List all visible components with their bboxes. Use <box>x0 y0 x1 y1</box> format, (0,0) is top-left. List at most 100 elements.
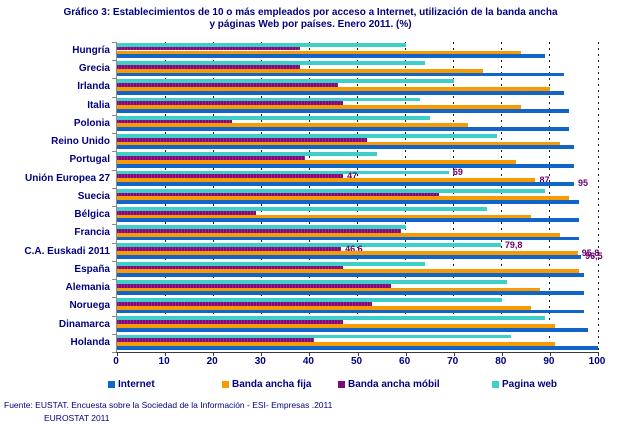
x-axis-tick <box>213 352 215 356</box>
bar-banda-ancha-m-bil <box>117 320 344 325</box>
y-axis-tick <box>112 297 116 299</box>
bar-banda-ancha-fija <box>117 159 517 164</box>
category-label: Noruega <box>69 300 110 312</box>
category-axis: Hungría Grecia Irlanda Italia Polonia Reino U… <box>0 42 110 352</box>
x-tick-label: 20 <box>206 356 218 367</box>
y-axis-tick <box>112 242 116 244</box>
bar-banda-ancha-fija <box>117 141 560 146</box>
bar-banda-ancha-m-bil <box>117 265 344 270</box>
gridline <box>597 42 599 352</box>
bar-banda-ancha-fija <box>117 251 578 255</box>
y-axis-tick <box>112 60 116 62</box>
legend-swatch-pagina-web <box>492 380 499 388</box>
bar-pagina-web <box>117 79 454 84</box>
x-tick-label: 70 <box>447 356 459 367</box>
data-label: 95 <box>577 178 588 189</box>
y-axis-tick <box>112 78 116 80</box>
category-label: Francia <box>74 227 110 239</box>
x-axis-tick <box>165 352 167 356</box>
x-axis-tick <box>117 352 118 356</box>
chart-title: Gráfico 3: Establecimientos de 10 o más … <box>0 7 621 31</box>
bar-pagina-web <box>117 225 406 230</box>
x-axis-tick <box>261 352 263 356</box>
category-label: Unión Europea 27 <box>24 172 110 184</box>
category-label: C.A. Euskadi 2011 <box>24 245 110 257</box>
data-label: 87 <box>539 174 550 185</box>
bar-internet <box>117 254 582 259</box>
bar-banda-ancha-m-bil <box>117 247 342 252</box>
bar-banda-ancha-fija <box>117 305 531 310</box>
category-label: España <box>74 263 110 275</box>
x-tick-label: 90 <box>543 356 555 367</box>
bar-banda-ancha-fija <box>117 196 570 201</box>
chart-title-line2: y páginas Web por países. Enero 2011. (%… <box>209 19 412 30</box>
bar-internet <box>117 163 574 168</box>
data-label: 69 <box>452 167 463 178</box>
bar-banda-ancha-m-bil <box>117 283 392 288</box>
bar-internet <box>117 127 570 132</box>
category-label: Alemania <box>65 282 110 294</box>
bar-internet <box>117 291 584 296</box>
source-line2: EUROSTAT 2011 <box>44 413 110 423</box>
bar-banda-ancha-m-bil <box>117 83 339 87</box>
bar-pagina-web <box>117 298 502 302</box>
bar-banda-ancha-m-bil <box>117 119 233 124</box>
bar-banda-ancha-m-bil <box>117 137 368 142</box>
data-label: 95,8 <box>581 247 600 258</box>
bar-internet <box>117 72 565 77</box>
legend-label: Pagina web <box>502 378 558 390</box>
legend-item-internet: Internet <box>108 378 155 390</box>
category-label: Grecia <box>78 63 110 75</box>
bar-pagina-web <box>117 97 421 102</box>
category-label: Polonia <box>73 117 110 129</box>
bar-pagina-web <box>117 243 501 248</box>
legend-label: Internet <box>118 378 155 390</box>
x-tick-label: 80 <box>495 356 507 367</box>
x-axis: 0 10 20 30 40 50 60 70 80 90 100 <box>0 356 621 368</box>
category-label: Irlanda <box>77 81 110 93</box>
category-label: Bélgica <box>74 209 110 221</box>
bar-banda-ancha-fija <box>117 232 560 237</box>
legend-item-banda-ancha-m-bil: Banda ancha móbil <box>338 378 440 390</box>
y-axis-tick <box>112 96 116 98</box>
bar-banda-ancha-m-bil <box>117 46 300 51</box>
y-axis-tick <box>112 187 116 189</box>
legend-item-pagina-web: Pagina web <box>492 378 557 390</box>
bar-pagina-web <box>117 207 488 211</box>
x-tick-label: 0 <box>113 356 119 367</box>
legend-label: Banda ancha móbil <box>348 378 440 390</box>
category-label: Hungría <box>72 45 110 56</box>
bar-banda-ancha-m-bil <box>117 301 372 306</box>
legend-swatch-internet <box>108 380 115 388</box>
bar-banda-ancha-fija <box>117 214 531 219</box>
bar-internet <box>117 346 598 350</box>
data-label: 96,5 <box>585 251 603 262</box>
plot-area: 69 47 87 95 79,8 46,6 95,8 96,5 <box>112 42 603 356</box>
legend-label: Banda ancha fija <box>232 378 312 390</box>
bar-internet <box>117 109 570 113</box>
bar-internet <box>117 181 574 186</box>
bar-pagina-web <box>117 316 546 321</box>
bar-pagina-web <box>117 61 425 65</box>
category-label: Reino Unido <box>51 136 110 148</box>
y-axis-tick <box>112 151 116 153</box>
legend-item-banda-ancha-fija: Banda ancha fija <box>222 378 311 390</box>
bar-banda-ancha-fija <box>117 105 522 109</box>
bar-internet <box>117 218 579 223</box>
bar-banda-ancha-fija <box>117 178 536 182</box>
category-label: Italia <box>87 99 110 111</box>
x-tick-label: 10 <box>158 356 170 367</box>
category-label: Dinamarca <box>58 318 110 330</box>
data-label: 46,6 <box>345 243 363 254</box>
bar-banda-ancha-m-bil <box>117 192 440 197</box>
bar-internet <box>117 309 584 314</box>
x-tick-label: 100 <box>588 356 606 367</box>
bar-pagina-web <box>117 188 546 193</box>
bar-banda-ancha-m-bil <box>117 156 305 160</box>
bar-banda-ancha-m-bil <box>117 338 315 343</box>
y-axis-tick <box>112 315 116 317</box>
bar-pagina-web <box>117 170 449 175</box>
y-axis-tick <box>112 333 116 335</box>
bar-banda-ancha-fija <box>117 324 555 328</box>
